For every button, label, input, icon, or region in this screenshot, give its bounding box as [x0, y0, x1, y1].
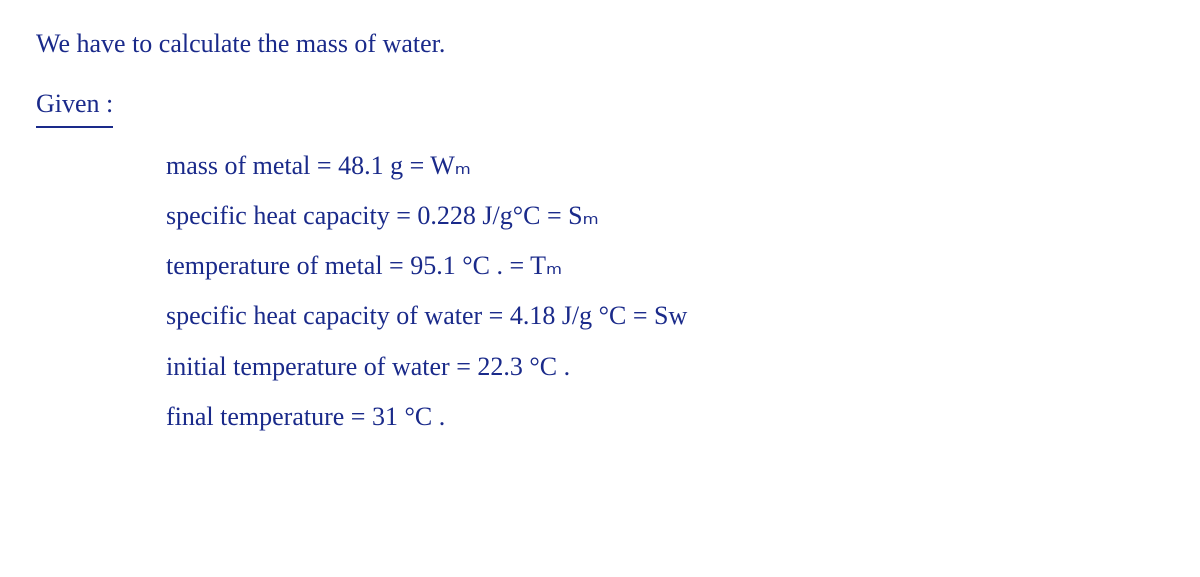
given-item: mass of metal = 48.1 g = Wₘ: [166, 146, 1164, 186]
given-item: initial temperature of water = 22.3 °C .: [166, 347, 1164, 387]
given-item: specific heat capacity of water = 4.18 J…: [166, 296, 1164, 336]
given-item: temperature of metal = 95.1 °C . = Tₘ: [166, 246, 1164, 286]
given-block: mass of metal = 48.1 g = Wₘ specific hea…: [166, 146, 1164, 438]
given-heading-row: Given :: [36, 70, 1164, 139]
title-line: We have to calculate the mass of water.: [36, 24, 1164, 64]
given-item: final temperature = 31 °C .: [166, 397, 1164, 437]
given-label: Given :: [36, 84, 113, 127]
given-item: specific heat capacity = 0.228 J/g°C = S…: [166, 196, 1164, 236]
